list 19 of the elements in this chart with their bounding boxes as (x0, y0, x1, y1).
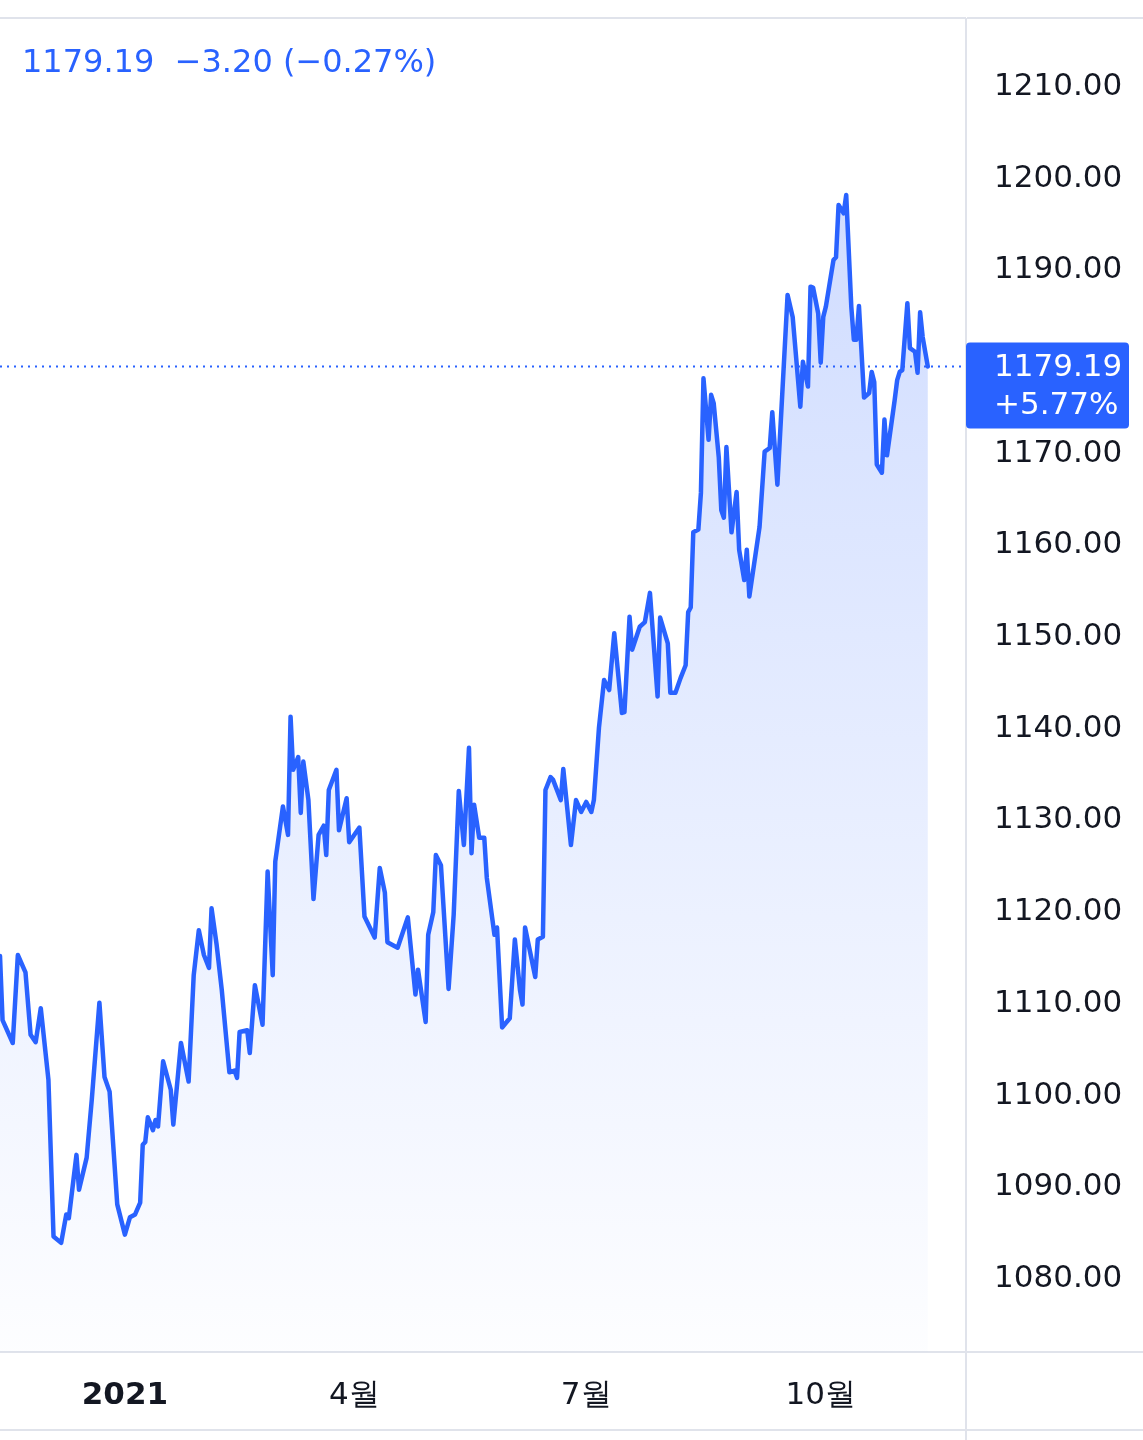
y-tick-label: 1110.00 (994, 982, 1123, 1019)
y-tick-label: 1140.00 (994, 707, 1123, 744)
x-tick-label: 10월 (785, 1375, 856, 1411)
y-tick-label: 1160.00 (994, 524, 1123, 561)
x-tick-label: 2021 (81, 1375, 169, 1411)
x-tick-label: 4월 (328, 1375, 380, 1411)
y-tick-label: 1190.00 (994, 249, 1123, 286)
y-tick-label: 1120.00 (994, 891, 1123, 928)
y-tick-label: 1200.00 (994, 157, 1123, 194)
ref-line-label: 1179.19 +5.77% (994, 347, 1123, 422)
y-tick-label: 1130.00 (994, 799, 1123, 836)
y-tick-label: 1150.00 (994, 616, 1123, 653)
x-tick-label: 7월 (560, 1375, 612, 1411)
y-tick-label: 1090.00 (994, 1166, 1123, 1203)
y-tick-label: 1100.00 (994, 1074, 1123, 1111)
y-tick-label: 1170.00 (994, 432, 1123, 469)
text: 1179.19 −3.20 (−0.27%) (22, 42, 437, 80)
y-tick-label: 1080.00 (994, 1257, 1123, 1294)
y-tick-label: 1210.00 (994, 66, 1123, 103)
